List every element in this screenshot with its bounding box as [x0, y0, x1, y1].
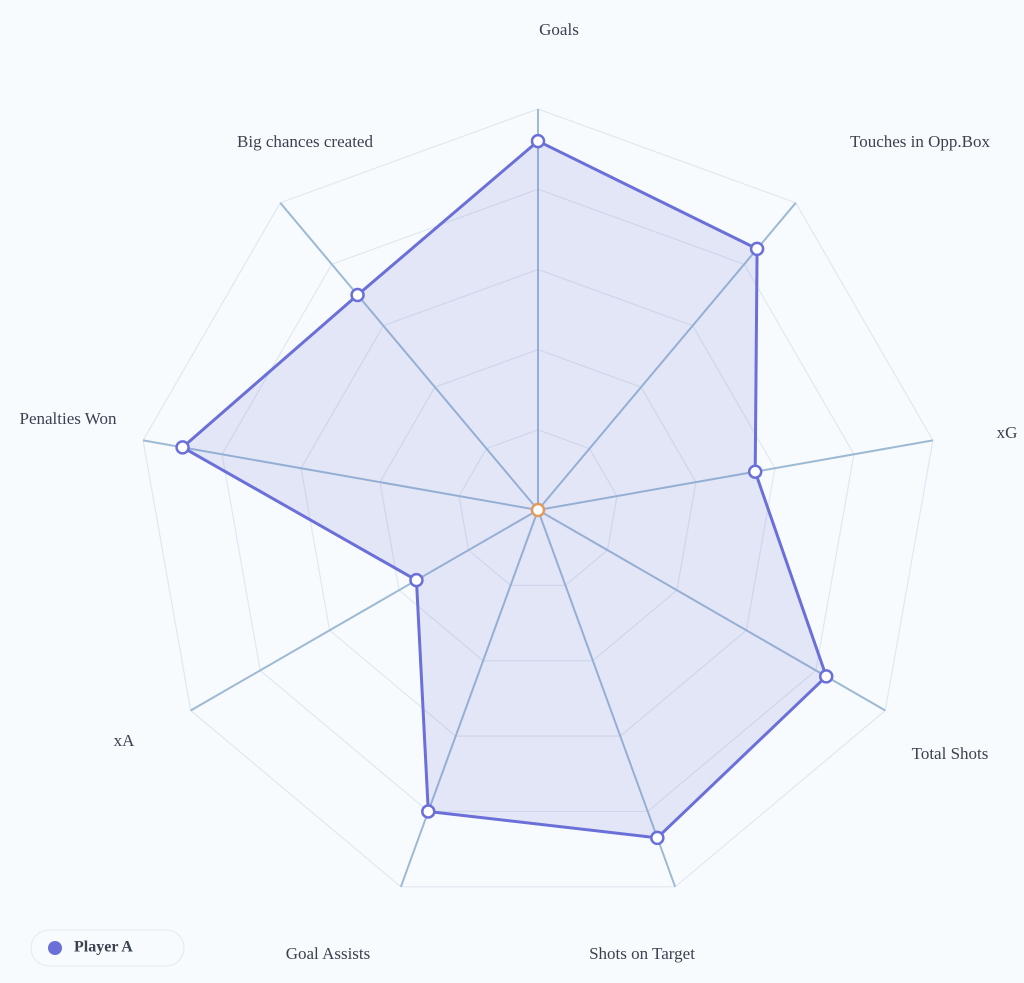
grid-ring: [458, 429, 618, 586]
data-point: [749, 241, 765, 257]
data-point: [650, 830, 665, 846]
grid-ring: [300, 268, 776, 737]
axis-label: Goals: [539, 20, 579, 39]
grid-ring: [221, 188, 855, 813]
data-point: [175, 440, 190, 455]
axis-spoke: [142, 439, 539, 511]
series-area: [181, 139, 828, 840]
axis-label: xG: [997, 423, 1018, 442]
axis-spoke: [537, 439, 934, 511]
axis-label: Total Shots: [912, 744, 989, 763]
legend-label: Player A: [74, 939, 133, 956]
plot: Goals Touches in Opp.Box xG Total Shots Shot…: [19, 20, 1017, 963]
axis-label: Penalties Won: [19, 409, 117, 428]
axis-label: Shots on Target: [589, 944, 695, 963]
axis-spoke: [399, 509, 539, 888]
axis-label: Goal Assists: [286, 944, 371, 963]
grid-ring: [379, 348, 697, 662]
data-point: [421, 804, 436, 819]
axis-spoke: [537, 509, 677, 888]
axis-label: xA: [114, 731, 136, 750]
data-point: [530, 133, 546, 149]
grid-ring: [142, 108, 934, 888]
axis-label: Touches in Opp.Box: [850, 132, 990, 151]
data-point: [747, 464, 763, 479]
axis-spoke: [279, 202, 539, 511]
data-point: [818, 669, 834, 684]
axis-spoke: [190, 509, 539, 712]
axis-label: Big chances created: [237, 132, 373, 151]
legend-item[interactable]: [30, 929, 185, 967]
data-point: [409, 572, 424, 588]
center-marker: [530, 502, 546, 518]
legend-swatch: [48, 941, 62, 955]
data-point: [350, 287, 365, 303]
